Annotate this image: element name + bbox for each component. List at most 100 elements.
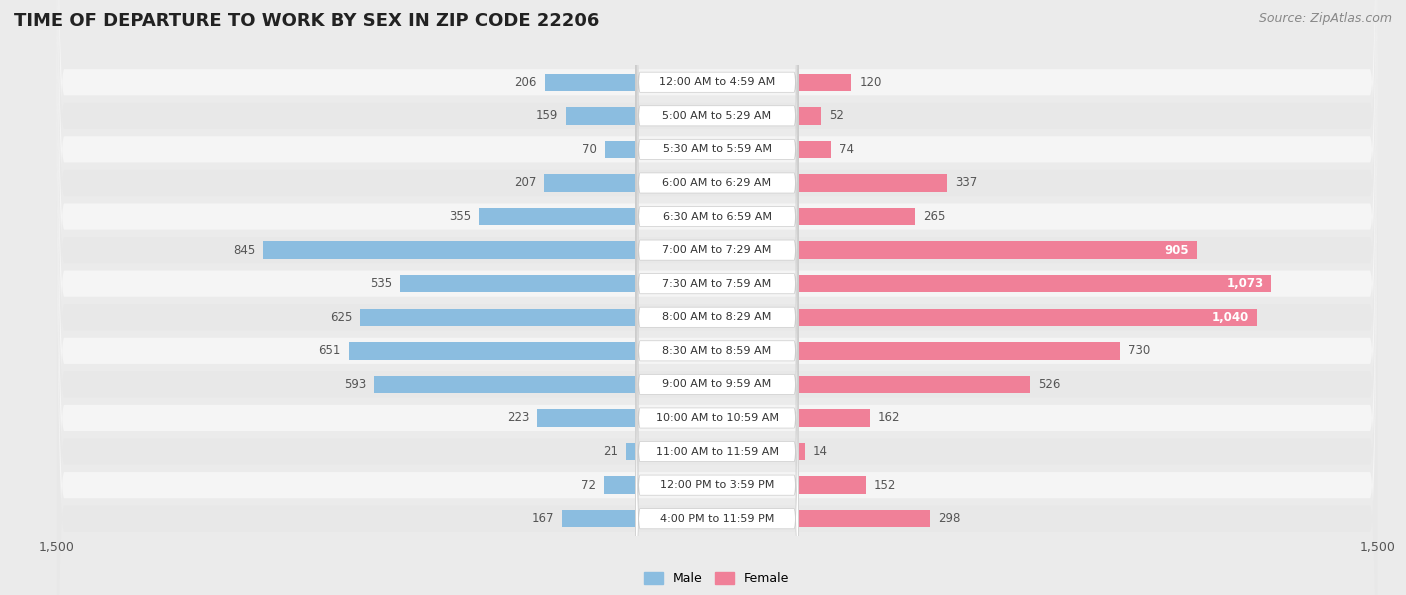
FancyBboxPatch shape xyxy=(56,0,1378,595)
Text: 6:30 AM to 6:59 AM: 6:30 AM to 6:59 AM xyxy=(662,212,772,221)
Bar xyxy=(537,409,636,427)
FancyBboxPatch shape xyxy=(56,0,1378,595)
Text: 10:00 AM to 10:59 AM: 10:00 AM to 10:59 AM xyxy=(655,413,779,423)
FancyBboxPatch shape xyxy=(636,0,799,595)
FancyBboxPatch shape xyxy=(636,0,799,408)
FancyBboxPatch shape xyxy=(636,159,799,595)
FancyBboxPatch shape xyxy=(56,0,1378,595)
Text: 8:00 AM to 8:29 AM: 8:00 AM to 8:29 AM xyxy=(662,312,772,322)
FancyBboxPatch shape xyxy=(56,0,1378,595)
FancyBboxPatch shape xyxy=(56,0,1378,595)
Bar xyxy=(360,309,636,326)
Text: 223: 223 xyxy=(508,412,530,424)
Text: 625: 625 xyxy=(330,311,353,324)
FancyBboxPatch shape xyxy=(56,0,1378,595)
Text: TIME OF DEPARTURE TO WORK BY SEX IN ZIP CODE 22206: TIME OF DEPARTURE TO WORK BY SEX IN ZIP … xyxy=(14,12,599,30)
Text: 120: 120 xyxy=(859,76,882,89)
Bar xyxy=(799,107,821,124)
Text: 152: 152 xyxy=(873,478,896,491)
Text: 206: 206 xyxy=(515,76,537,89)
FancyBboxPatch shape xyxy=(636,0,799,542)
Bar xyxy=(544,174,636,192)
Text: 651: 651 xyxy=(318,345,340,358)
Bar xyxy=(799,443,804,461)
Text: 355: 355 xyxy=(449,210,471,223)
FancyBboxPatch shape xyxy=(636,0,799,475)
Text: 72: 72 xyxy=(581,478,596,491)
Text: 526: 526 xyxy=(1038,378,1060,391)
Text: 52: 52 xyxy=(830,109,844,123)
Legend: Male, Female: Male, Female xyxy=(640,568,794,590)
Text: 4:00 PM to 11:59 PM: 4:00 PM to 11:59 PM xyxy=(659,513,775,524)
Text: 535: 535 xyxy=(370,277,392,290)
Text: 9:00 AM to 9:59 AM: 9:00 AM to 9:59 AM xyxy=(662,380,772,389)
Text: 14: 14 xyxy=(813,445,828,458)
Text: 337: 337 xyxy=(955,177,977,189)
Text: 5:30 AM to 5:59 AM: 5:30 AM to 5:59 AM xyxy=(662,145,772,154)
FancyBboxPatch shape xyxy=(636,25,799,595)
Text: 1,040: 1,040 xyxy=(1212,311,1249,324)
FancyBboxPatch shape xyxy=(56,0,1378,595)
Bar xyxy=(799,375,1031,393)
Bar xyxy=(799,74,852,91)
Text: Source: ZipAtlas.com: Source: ZipAtlas.com xyxy=(1258,12,1392,25)
Text: 5:00 AM to 5:29 AM: 5:00 AM to 5:29 AM xyxy=(662,111,772,121)
Text: 1,073: 1,073 xyxy=(1226,277,1264,290)
Text: 905: 905 xyxy=(1164,243,1189,256)
Bar xyxy=(799,174,948,192)
Bar xyxy=(799,409,870,427)
Text: 593: 593 xyxy=(344,378,367,391)
FancyBboxPatch shape xyxy=(636,92,799,595)
Bar xyxy=(799,510,929,527)
Text: 265: 265 xyxy=(924,210,946,223)
FancyBboxPatch shape xyxy=(636,126,799,595)
FancyBboxPatch shape xyxy=(636,0,799,441)
FancyBboxPatch shape xyxy=(636,0,799,509)
Bar xyxy=(544,74,636,91)
Text: 845: 845 xyxy=(233,243,256,256)
FancyBboxPatch shape xyxy=(56,0,1378,595)
Bar xyxy=(374,375,636,393)
FancyBboxPatch shape xyxy=(56,0,1378,595)
Text: 730: 730 xyxy=(1128,345,1150,358)
FancyBboxPatch shape xyxy=(636,0,799,576)
Bar xyxy=(263,242,636,259)
Bar xyxy=(605,140,636,158)
Bar xyxy=(565,107,636,124)
Bar xyxy=(799,140,831,158)
Text: 162: 162 xyxy=(877,412,900,424)
Bar xyxy=(799,275,1271,292)
Text: 7:30 AM to 7:59 AM: 7:30 AM to 7:59 AM xyxy=(662,278,772,289)
Text: 6:00 AM to 6:29 AM: 6:00 AM to 6:29 AM xyxy=(662,178,772,188)
Text: 167: 167 xyxy=(531,512,554,525)
Text: 298: 298 xyxy=(938,512,960,525)
Bar xyxy=(799,242,1198,259)
FancyBboxPatch shape xyxy=(636,59,799,595)
FancyBboxPatch shape xyxy=(56,0,1378,595)
Text: 159: 159 xyxy=(536,109,558,123)
FancyBboxPatch shape xyxy=(636,193,799,595)
Bar xyxy=(603,477,636,494)
Text: 7:00 AM to 7:29 AM: 7:00 AM to 7:29 AM xyxy=(662,245,772,255)
Bar xyxy=(799,342,1121,359)
Bar xyxy=(799,309,1257,326)
FancyBboxPatch shape xyxy=(636,0,799,595)
Bar xyxy=(626,443,636,461)
FancyBboxPatch shape xyxy=(56,0,1378,595)
Text: 21: 21 xyxy=(603,445,619,458)
FancyBboxPatch shape xyxy=(56,0,1378,595)
Text: 11:00 AM to 11:59 AM: 11:00 AM to 11:59 AM xyxy=(655,447,779,456)
Text: 12:00 AM to 4:59 AM: 12:00 AM to 4:59 AM xyxy=(659,77,775,87)
Text: 74: 74 xyxy=(839,143,853,156)
Text: 12:00 PM to 3:59 PM: 12:00 PM to 3:59 PM xyxy=(659,480,775,490)
Text: 8:30 AM to 8:59 AM: 8:30 AM to 8:59 AM xyxy=(662,346,772,356)
Bar xyxy=(799,477,866,494)
Text: 207: 207 xyxy=(515,177,537,189)
Bar xyxy=(562,510,636,527)
Bar xyxy=(799,208,915,226)
Bar xyxy=(479,208,636,226)
Text: 70: 70 xyxy=(582,143,596,156)
Bar xyxy=(399,275,636,292)
Bar xyxy=(349,342,636,359)
FancyBboxPatch shape xyxy=(56,0,1378,595)
